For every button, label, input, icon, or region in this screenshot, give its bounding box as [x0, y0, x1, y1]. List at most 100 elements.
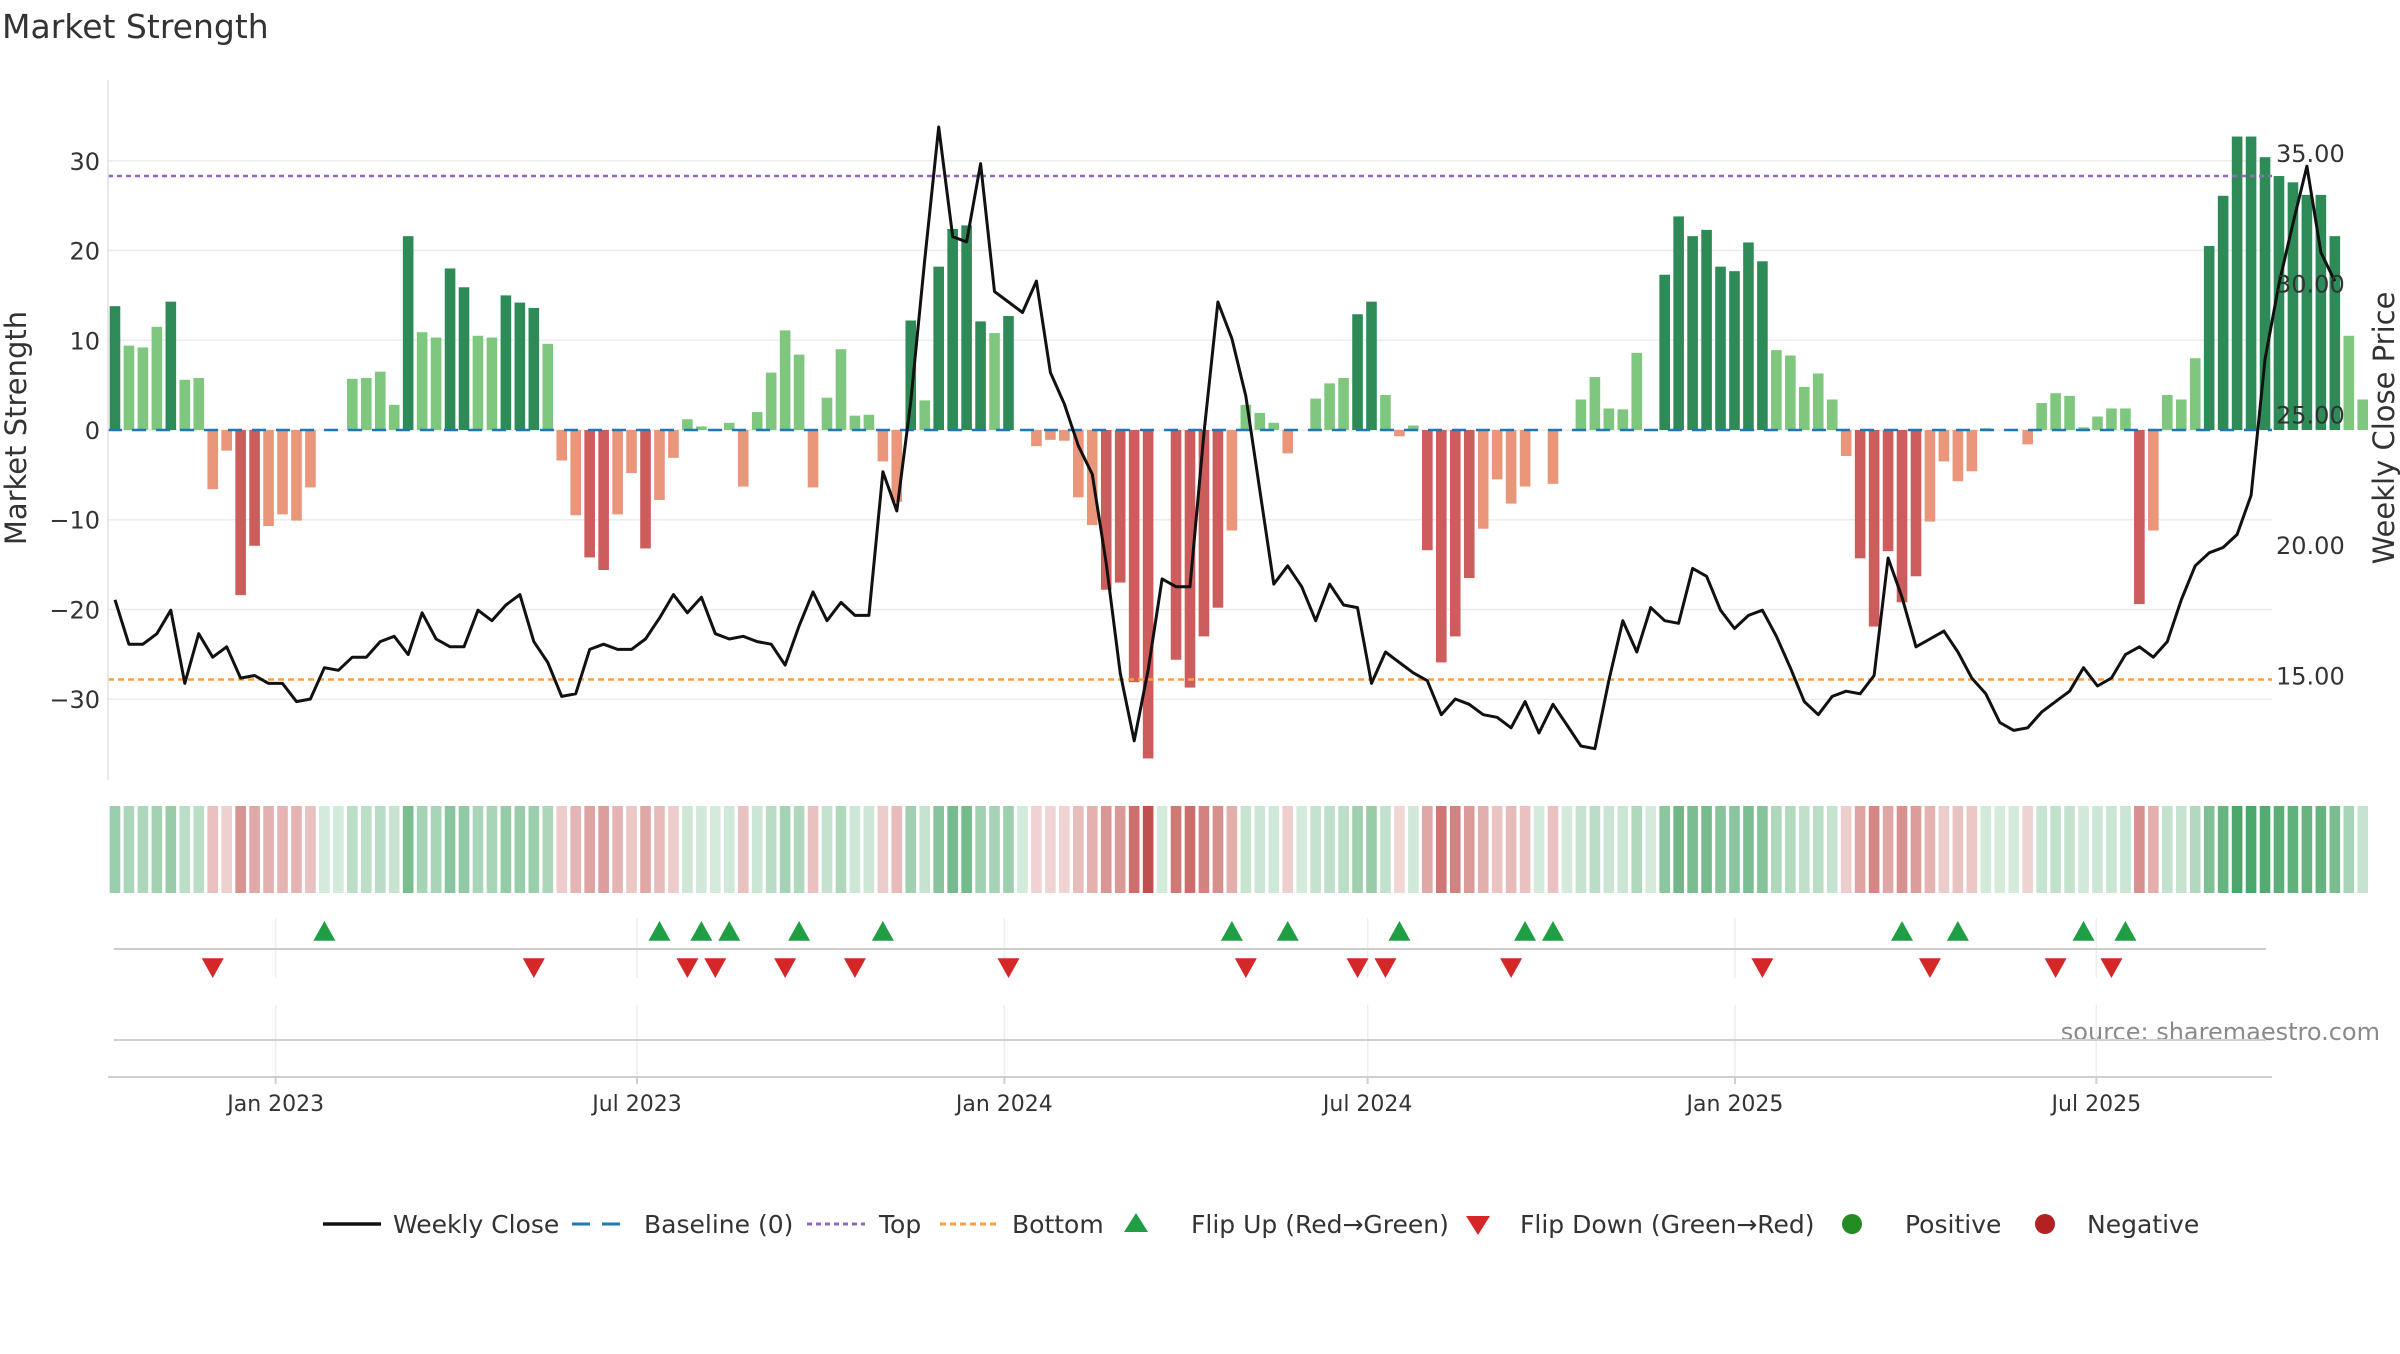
flip-down-marker: [1374, 958, 1397, 978]
strength-bar: [737, 430, 749, 487]
strength-bar: [584, 430, 595, 558]
strength-bar: [1743, 242, 1754, 430]
heat-cell: [1812, 806, 1824, 893]
flip-down-marker: [2100, 958, 2123, 978]
heat-cell: [2148, 806, 2159, 893]
heat-cell: [1743, 806, 1754, 893]
heat-cell: [319, 806, 330, 893]
strength-bar: [1170, 430, 1182, 660]
flip-down-marker: [704, 958, 727, 978]
heat-cell: [1910, 806, 1922, 893]
heat-cell: [2231, 806, 2243, 893]
heat-cell: [430, 806, 442, 893]
strength-bar: [570, 430, 582, 516]
strength-bar: [1422, 430, 1433, 551]
strength-bar: [305, 430, 316, 488]
heat-cell: [193, 806, 205, 893]
strength-bar: [668, 430, 679, 458]
legend-item-negative: Negative: [2035, 1210, 2199, 1239]
y-tick-label: 30: [69, 148, 100, 176]
legend-item-bottom: Bottom: [940, 1210, 1104, 1239]
strength-bar: [1059, 430, 1070, 441]
heat-cell: [1142, 806, 1154, 893]
y-axis-label: Market Strength: [0, 311, 33, 545]
heat-cell: [1701, 806, 1712, 893]
heat-cell: [137, 806, 149, 893]
heat-cell: [1240, 806, 1252, 893]
strength-bar: [2064, 395, 2075, 430]
strength-bar: [1114, 430, 1126, 583]
heat-cell: [584, 806, 595, 893]
strength-bar: [612, 430, 623, 515]
heat-cell: [751, 806, 763, 893]
strength-bar: [961, 225, 972, 430]
heat-cell: [598, 806, 609, 893]
flip-up-marker: [788, 921, 811, 941]
heat-cell: [1268, 806, 1280, 893]
flip-up-marker: [2072, 921, 2095, 941]
strength-bar: [1491, 430, 1503, 480]
heat-cell: [165, 806, 177, 893]
flip-up-marker: [313, 921, 336, 941]
heat-cell: [1924, 806, 1936, 893]
strength-bar: [388, 404, 400, 430]
y2-tick-label: 30.00: [2276, 271, 2345, 299]
heat-cell: [528, 806, 540, 893]
heat-cell: [1059, 806, 1070, 893]
heat-cell: [1840, 806, 1852, 893]
heat-cell: [249, 806, 260, 893]
strength-bar: [891, 430, 903, 502]
heat-cell: [1491, 806, 1503, 893]
strength-bar: [458, 287, 470, 430]
heat-cell: [207, 806, 219, 893]
strength-bar: [1603, 408, 1615, 430]
heat-cell: [1310, 806, 1321, 893]
strength-bar: [779, 330, 791, 430]
strength-bar: [640, 430, 651, 549]
heat-cell: [444, 806, 456, 893]
strength-bar: [528, 307, 540, 430]
heat-cell: [654, 806, 665, 893]
strength-bar: [1910, 430, 1922, 577]
strength-bar: [2203, 246, 2215, 430]
heat-cell: [556, 806, 568, 893]
heat-cell: [2134, 806, 2145, 893]
strength-bar: [1868, 430, 1880, 627]
y-tick-label: 0: [85, 417, 100, 445]
heat-cell: [1826, 806, 1838, 893]
legend-label: Flip Up (Red→Green): [1191, 1210, 1449, 1239]
strength-bar: [2050, 393, 2061, 430]
strength-bar: [1673, 216, 1684, 430]
heat-cell: [374, 806, 386, 893]
heat-cell: [1156, 806, 1168, 893]
strength-bar: [123, 345, 135, 430]
heat-cell: [793, 806, 805, 893]
heat-cell: [1729, 806, 1740, 893]
heat-cell: [1589, 806, 1601, 893]
heat-cell: [1282, 806, 1294, 893]
strength-bar: [249, 430, 260, 546]
flip-down-marker: [2044, 958, 2067, 978]
heat-cell: [1966, 806, 1978, 893]
strength-bar: [1310, 398, 1321, 430]
heat-cell: [2050, 806, 2061, 893]
strength-bar: [1589, 377, 1601, 430]
heat-cell: [416, 806, 428, 893]
y2-axis-label: Weekly Close Price: [2367, 292, 2400, 565]
strength-bar: [472, 335, 484, 430]
legend-item-top: Top: [807, 1210, 921, 1239]
heat-cell: [1673, 806, 1684, 893]
heat-cell: [221, 806, 232, 893]
y2-tick-label: 20.00: [2276, 532, 2345, 560]
heat-cell: [947, 806, 958, 893]
heat-cell: [2301, 806, 2313, 893]
x-tick-label: Jan 2023: [225, 1092, 324, 1117]
strength-bar: [905, 320, 917, 430]
strength-bar: [1659, 274, 1670, 430]
heat-cell: [1715, 806, 1726, 893]
legend-label: Positive: [1905, 1210, 2001, 1239]
strength-bar: [2329, 236, 2341, 430]
strength-bar: [2148, 430, 2159, 531]
strength-bar: [1463, 430, 1475, 579]
